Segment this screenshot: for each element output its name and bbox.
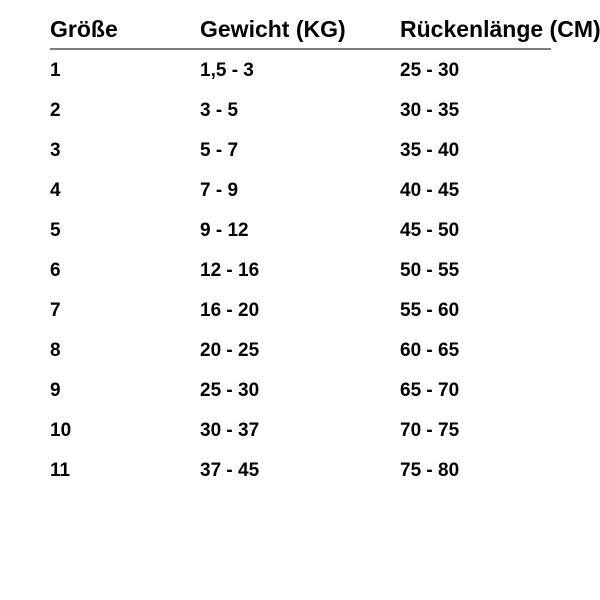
weight-cell: 1,5 - 3 bbox=[200, 59, 254, 81]
table-row: 11 37 - 45 75 - 80 bbox=[50, 450, 551, 490]
weight-cell: 9 - 12 bbox=[200, 219, 249, 241]
header-weight: Gewicht (KG) bbox=[200, 16, 346, 42]
table-row: 8 20 - 25 60 - 65 bbox=[50, 330, 551, 370]
weight-cell: 25 - 30 bbox=[200, 379, 260, 401]
weight-cell: 3 - 5 bbox=[200, 99, 239, 121]
back-length-cell: 75 - 80 bbox=[400, 459, 460, 481]
table-row: 1 1,5 - 3 25 - 30 bbox=[50, 50, 551, 90]
size-cell: 5 bbox=[50, 219, 61, 241]
size-cell: 1 bbox=[50, 59, 61, 81]
weight-cell: 30 - 37 bbox=[200, 419, 260, 441]
back-length-cell: 70 - 75 bbox=[400, 419, 460, 441]
weight-cell: 12 - 16 bbox=[200, 259, 260, 281]
back-length-cell: 40 - 45 bbox=[400, 179, 460, 201]
size-cell: 2 bbox=[50, 99, 61, 121]
back-length-cell: 55 - 60 bbox=[400, 299, 460, 321]
table-row: 7 16 - 20 55 - 60 bbox=[50, 290, 551, 330]
table-row: 4 7 - 9 40 - 45 bbox=[50, 170, 551, 210]
back-length-cell: 50 - 55 bbox=[400, 259, 460, 281]
back-length-cell: 45 - 50 bbox=[400, 219, 460, 241]
table-row: 3 5 - 7 35 - 40 bbox=[50, 130, 551, 170]
back-length-cell: 35 - 40 bbox=[400, 139, 460, 161]
header-size: Größe bbox=[50, 16, 118, 42]
weight-cell: 37 - 45 bbox=[200, 459, 260, 481]
back-length-cell: 30 - 35 bbox=[400, 99, 460, 121]
header-back-length: Rückenlänge (CM) bbox=[400, 16, 600, 42]
back-length-cell: 25 - 30 bbox=[400, 59, 460, 81]
back-length-cell: 60 - 65 bbox=[400, 339, 460, 361]
size-cell: 3 bbox=[50, 139, 61, 161]
table-row: 2 3 - 5 30 - 35 bbox=[50, 90, 551, 130]
size-cell: 10 bbox=[50, 419, 72, 441]
table-row: 5 9 - 12 45 - 50 bbox=[50, 210, 551, 250]
table-header-row: Größe Gewicht (KG) Rückenlänge (CM) bbox=[50, 16, 600, 50]
table-row: 9 25 - 30 65 - 70 bbox=[50, 370, 551, 410]
size-cell: 8 bbox=[50, 339, 61, 361]
back-length-cell: 65 - 70 bbox=[400, 379, 460, 401]
table-row: 10 30 - 37 70 - 75 bbox=[50, 410, 551, 450]
weight-cell: 20 - 25 bbox=[200, 339, 260, 361]
size-cell: 6 bbox=[50, 259, 61, 281]
weight-cell: 7 - 9 bbox=[200, 179, 239, 201]
size-chart-table: Größe Gewicht (KG) Rückenlänge (CM) 1 1,… bbox=[50, 16, 600, 490]
weight-cell: 5 - 7 bbox=[200, 139, 239, 161]
weight-cell: 16 - 20 bbox=[200, 299, 260, 321]
size-cell: 7 bbox=[50, 299, 61, 321]
size-cell: 11 bbox=[50, 459, 71, 481]
table-row: 6 12 - 16 50 - 55 bbox=[50, 250, 551, 290]
size-cell: 9 bbox=[50, 379, 61, 401]
size-cell: 4 bbox=[50, 179, 61, 201]
